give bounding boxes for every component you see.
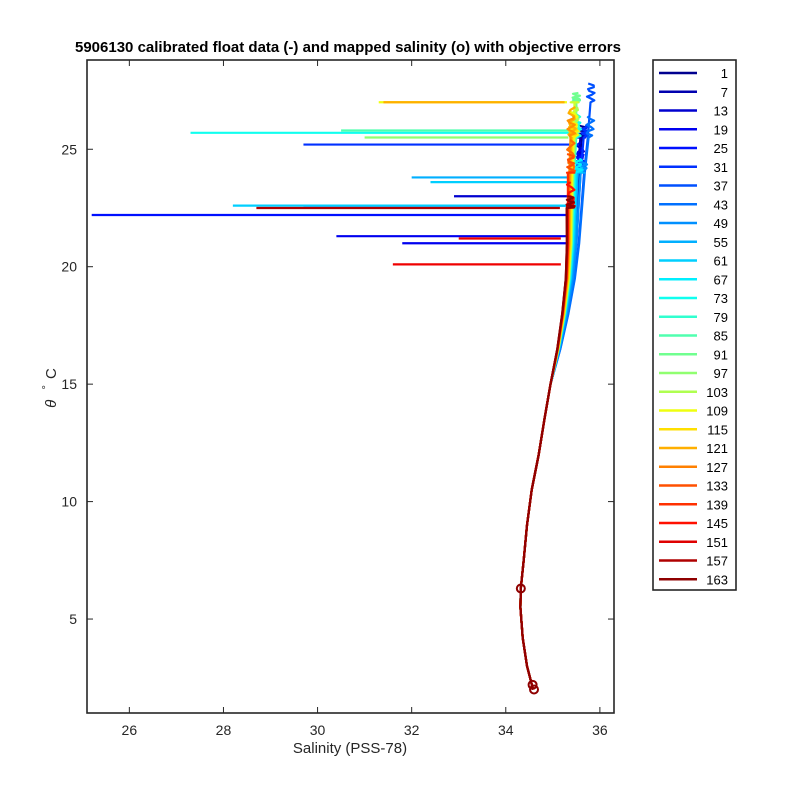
plot-frame [86,59,615,714]
legend-label: 7 [721,85,728,100]
legend-label: 49 [714,216,728,231]
series-97 [364,101,580,690]
series-169 [392,199,576,690]
y-axis-label-symbol: θ [43,400,60,408]
series-13 [454,141,586,690]
y-tick-label: 20 [61,259,77,275]
legend-label: 43 [714,197,728,212]
y-tick-label: 25 [61,141,77,157]
profile-line [519,82,596,690]
legend-label: 97 [714,366,728,381]
mapped-salinity-marker [529,684,540,695]
y-tick-label: 15 [61,376,77,392]
mapped-salinity-marker [515,583,526,594]
y-axis-label: θ ° C [37,368,60,408]
series-181 [256,204,576,690]
y-axis-label-degree: ° [41,385,53,389]
series-43 [519,115,596,690]
legend-label: 127 [706,460,728,475]
series-55 [411,171,586,690]
x-tick-label: 28 [216,722,232,738]
legend-label: 67 [714,272,728,287]
legend-label: 25 [714,141,728,156]
x-tick-label: 34 [498,722,514,738]
legend-label: 13 [714,104,728,119]
y-tick-label: 10 [61,494,77,510]
legend-label: 31 [714,160,728,175]
svg-text:θ ° C: θ ° C [37,368,60,408]
x-tick-label: 32 [404,722,420,738]
legend-label: 61 [714,254,728,269]
series-37 [519,82,596,690]
legend-label: 163 [706,572,728,587]
legend-label: 85 [714,329,728,344]
legend-label: 133 [706,479,728,494]
x-tick-label: 30 [310,722,326,738]
series-133 [383,101,577,690]
x-tick-label: 36 [592,722,608,738]
series-187 [519,195,576,690]
legend-label: 115 [707,422,728,437]
y-axis-label-unit: C [43,368,60,379]
legend-label: 55 [714,235,728,250]
legend-label: 109 [706,404,728,419]
chart-title: 5906130 calibrated float data (-) and ma… [75,39,621,56]
series-49 [519,159,589,690]
legend-label: 139 [706,497,728,512]
legend-label: 19 [714,122,728,137]
y-tick-label: 5 [69,611,77,627]
legend-label: 79 [714,310,728,325]
legend-label: 73 [714,291,728,306]
legend-label: 151 [706,535,728,550]
series-85 [341,96,582,690]
legend-label: 1 [721,66,728,81]
legend-label: 145 [706,516,728,531]
x-tick-label: 26 [122,722,138,738]
legend: 1 7 13 19 25 31 37 43 49 55 61 67 73 79 85 91 97 103 109 11… [652,59,737,591]
plot-area [91,82,596,695]
mapped-salinity-marker [527,679,538,690]
legend-label: 37 [714,179,728,194]
legend-label: 157 [706,554,728,569]
legend-label: 91 [714,347,728,362]
profile-line [519,171,586,690]
profile-line [519,159,589,690]
series-61 [232,167,585,690]
series-25 [91,153,586,690]
legend-label: 103 [706,385,728,400]
profile-line [519,195,576,690]
x-axis-label: Salinity (PSS-78) [293,740,407,757]
profile-line [519,115,596,690]
y-axis: 5 10 15 20 25 [61,141,614,627]
x-axis: 26 28 30 32 34 36 [122,60,608,738]
legend-label: 121 [706,441,728,456]
series-19 [336,148,585,690]
